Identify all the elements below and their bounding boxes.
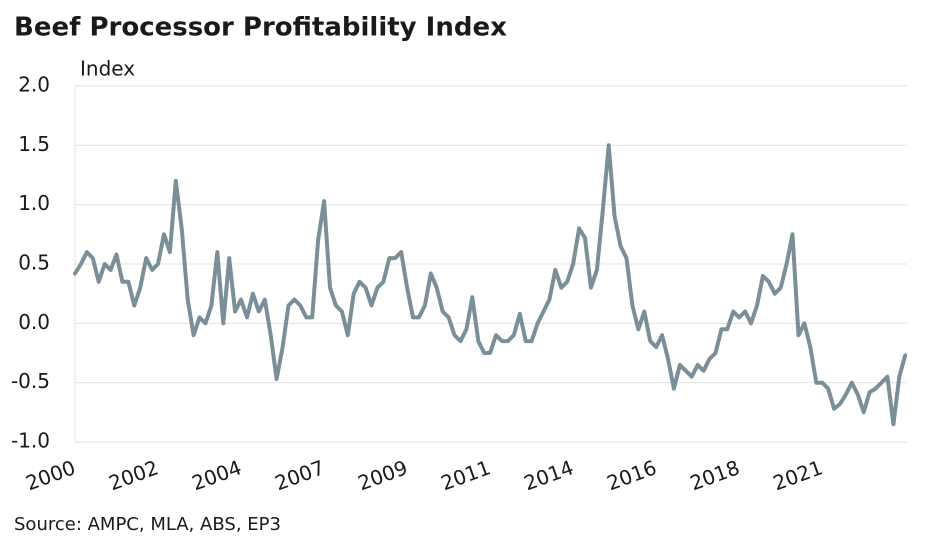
x-tick-label: 2014 bbox=[521, 455, 577, 495]
x-tick-label: 2002 bbox=[106, 455, 162, 495]
x-tick-label: 2007 bbox=[272, 455, 328, 495]
x-tick-label: 2021 bbox=[770, 455, 826, 495]
x-tick-label: 2011 bbox=[438, 455, 494, 495]
x-tick-label: 2004 bbox=[189, 455, 245, 495]
chart-title: Beef Processor Profitability Index bbox=[14, 13, 507, 43]
source: Source: AMPC, MLA, ABS, EP3 bbox=[14, 514, 281, 535]
y-tick-label: -0.5 bbox=[11, 369, 50, 393]
y-tick-label: 1.5 bbox=[18, 132, 50, 156]
y-tick-label: 2.0 bbox=[18, 73, 50, 97]
x-tick-label: 2009 bbox=[355, 455, 411, 495]
y-axis-label: Index bbox=[80, 57, 135, 81]
y-tick-label: 0.5 bbox=[18, 251, 50, 275]
y-tick-label: 1.0 bbox=[18, 191, 50, 215]
x-tick-label: 2000 bbox=[23, 455, 79, 495]
data-line bbox=[73, 143, 908, 427]
y-tick-label: 0.0 bbox=[18, 310, 50, 334]
x-tick-label: 2018 bbox=[687, 455, 743, 495]
x-tick-label: 2016 bbox=[604, 455, 660, 495]
y-tick-label: -1.0 bbox=[11, 429, 50, 453]
